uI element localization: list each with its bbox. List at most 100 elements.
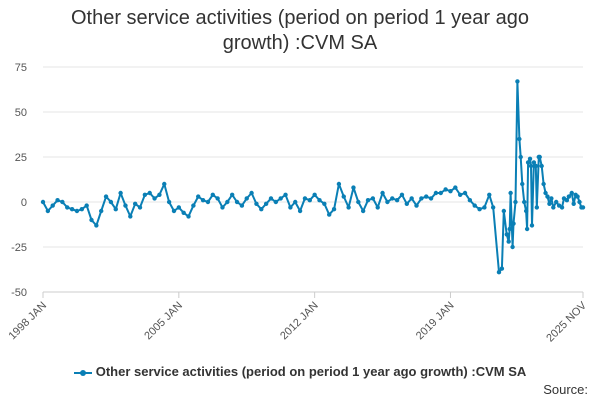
data-point bbox=[229, 192, 235, 197]
data-point bbox=[575, 194, 580, 199]
data-point bbox=[118, 190, 123, 196]
data-point bbox=[225, 199, 230, 205]
data-point bbox=[508, 190, 513, 196]
data-point bbox=[327, 212, 332, 217]
data-point bbox=[504, 232, 509, 237]
y-tick-label: 0 bbox=[21, 197, 27, 209]
data-point bbox=[513, 199, 518, 205]
data-point bbox=[414, 203, 419, 208]
data-point bbox=[438, 190, 443, 196]
data-point bbox=[524, 226, 530, 232]
data-point bbox=[293, 199, 298, 205]
data-point bbox=[554, 199, 559, 205]
x-axis: 1998 JAN 2005 JAN 2012 JAN 2019 JAN 2025 NOV bbox=[6, 291, 590, 344]
data-point bbox=[74, 208, 80, 214]
data-point bbox=[453, 185, 458, 190]
data-point bbox=[518, 154, 523, 160]
data-point bbox=[506, 239, 511, 244]
data-point bbox=[249, 190, 254, 196]
data-point bbox=[360, 208, 366, 214]
data-point bbox=[539, 163, 544, 169]
data-point bbox=[375, 205, 380, 210]
data-point bbox=[200, 198, 206, 203]
data-point bbox=[482, 205, 487, 210]
data-point bbox=[137, 205, 143, 210]
data-point bbox=[220, 205, 225, 210]
data-point bbox=[525, 160, 531, 165]
data-point bbox=[457, 192, 463, 197]
data-point bbox=[477, 207, 482, 212]
data-point bbox=[537, 154, 542, 160]
data-point bbox=[341, 194, 346, 199]
data-point bbox=[297, 208, 303, 214]
data-point bbox=[517, 136, 522, 142]
y-axis: 75 50 25 0 -25 -50 bbox=[11, 62, 27, 299]
data-point bbox=[99, 208, 104, 214]
data-point bbox=[312, 192, 317, 197]
x-tick-label: 1998 JAN bbox=[6, 300, 49, 343]
chart-title-line-1: Other service activities (period on peri… bbox=[70, 7, 529, 29]
data-point bbox=[533, 163, 539, 169]
data-point bbox=[409, 196, 414, 201]
chart-title-line-2: growth) :CVM SA bbox=[222, 32, 378, 54]
data-point bbox=[239, 203, 245, 208]
data-point bbox=[520, 181, 525, 187]
data-point bbox=[541, 181, 546, 187]
data-point bbox=[529, 223, 535, 228]
data-point bbox=[152, 196, 157, 201]
legend-label: Other service activities (period on peri… bbox=[95, 364, 527, 379]
chart-title: Other service activities (period on peri… bbox=[0, 6, 600, 56]
data-point bbox=[531, 160, 537, 165]
data-point bbox=[302, 196, 308, 201]
data-point bbox=[89, 217, 94, 223]
data-point bbox=[176, 205, 182, 210]
data-point bbox=[55, 198, 60, 203]
data-point bbox=[60, 199, 65, 205]
data-point bbox=[351, 185, 356, 190]
data-point bbox=[254, 201, 259, 206]
data-point bbox=[283, 192, 288, 197]
data-point bbox=[278, 196, 283, 201]
x-tick-label: 2005 JAN bbox=[142, 300, 185, 343]
data-point bbox=[166, 199, 172, 205]
data-point bbox=[385, 199, 390, 205]
data-point bbox=[545, 194, 550, 199]
data-point bbox=[515, 79, 520, 84]
data-point bbox=[433, 190, 439, 196]
data-point bbox=[94, 223, 99, 228]
data-point bbox=[551, 205, 556, 210]
legend[interactable]: Other service activities (period on peri… bbox=[0, 364, 600, 379]
data-point bbox=[205, 199, 211, 205]
data-point bbox=[448, 189, 453, 194]
data-point bbox=[50, 203, 55, 208]
data-point bbox=[356, 199, 361, 205]
data-point bbox=[487, 192, 492, 197]
data-point bbox=[147, 190, 152, 196]
data-point bbox=[157, 192, 162, 197]
data-point bbox=[191, 203, 196, 208]
data-point bbox=[210, 192, 215, 197]
data-point bbox=[510, 244, 515, 250]
data-point bbox=[404, 201, 410, 206]
data-point bbox=[547, 201, 552, 206]
data-point bbox=[543, 190, 548, 196]
data-point bbox=[171, 208, 177, 214]
data-point bbox=[317, 198, 322, 203]
data-point bbox=[142, 192, 148, 197]
data-point bbox=[523, 208, 529, 214]
data-point bbox=[215, 196, 220, 201]
data-point bbox=[40, 199, 46, 205]
data-point bbox=[69, 207, 75, 212]
data-point bbox=[263, 201, 269, 206]
data-point bbox=[467, 198, 473, 203]
legend-swatch bbox=[73, 369, 92, 376]
data-point bbox=[522, 199, 527, 205]
data-point bbox=[234, 199, 240, 205]
data-point bbox=[571, 201, 576, 206]
data-point bbox=[307, 198, 312, 203]
data-point bbox=[564, 198, 570, 203]
data-point bbox=[79, 207, 85, 212]
data-point bbox=[507, 226, 512, 232]
x-tick-label: 2012 JAN bbox=[278, 300, 321, 343]
